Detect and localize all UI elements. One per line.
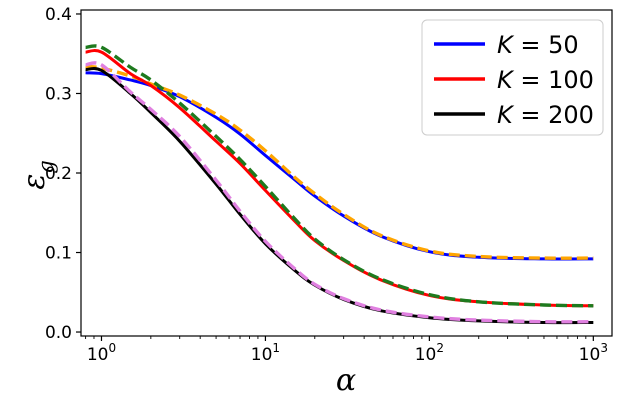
- y-tick-label-4: 0.4: [45, 5, 72, 25]
- x-tick-label-exponent: 2: [436, 341, 444, 355]
- y-axis-label-main: ε: [17, 174, 52, 190]
- x-tick-label-base: 10: [87, 345, 109, 365]
- y-axis-label: εg: [17, 160, 58, 190]
- y-tick-label-1: 0.1: [45, 244, 72, 264]
- legend-label-value: = 200: [513, 101, 594, 129]
- x-tick-label-0: 100: [87, 341, 116, 365]
- y-tick-label-3: 0.3: [45, 84, 72, 104]
- x-tick-label-exponent: 1: [272, 341, 280, 355]
- dashed-series-line-5: [85, 61, 594, 324]
- legend-box: [421, 19, 604, 136]
- dashed-series-line-3: [85, 44, 594, 308]
- x-tick-label-exponent: 3: [600, 341, 608, 355]
- y-tick-label-2: 0.2: [45, 164, 72, 184]
- x-tick-label-1: 101: [251, 341, 280, 365]
- series-layer: [85, 44, 594, 325]
- x-tick-label-exponent: 0: [108, 341, 116, 355]
- legend-label-value: = 100: [513, 66, 594, 94]
- legend-label-variable: K: [497, 66, 515, 94]
- legend-label-variable: K: [497, 31, 515, 59]
- legend-label-0: K = 50: [497, 31, 579, 59]
- legend-label-1: K = 100: [497, 66, 594, 94]
- x-tick-label-2: 102: [415, 341, 444, 365]
- x-tick-label-base: 10: [579, 345, 601, 365]
- x-tick-label-base: 10: [251, 345, 273, 365]
- x-axis-label: α: [336, 363, 356, 398]
- series-line-2: [85, 49, 594, 308]
- y-tick-label-0: 0.0: [45, 323, 72, 343]
- x-tick-label-3: 103: [579, 341, 608, 365]
- x-tick-label-base: 10: [415, 345, 437, 365]
- legend-label-2: K = 200: [497, 101, 594, 129]
- legend-label-variable: K: [497, 101, 515, 129]
- y-axis-label-subscript: g: [34, 160, 58, 173]
- legend-label-value: = 50: [513, 31, 579, 59]
